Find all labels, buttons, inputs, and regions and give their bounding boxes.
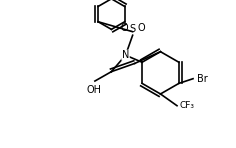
Text: Br: Br	[197, 74, 207, 84]
Text: O: O	[121, 23, 128, 33]
Text: S: S	[130, 24, 136, 34]
Text: CF₃: CF₃	[179, 101, 194, 110]
Text: O: O	[137, 23, 145, 33]
Text: N: N	[122, 50, 129, 60]
Text: OH: OH	[86, 85, 101, 95]
